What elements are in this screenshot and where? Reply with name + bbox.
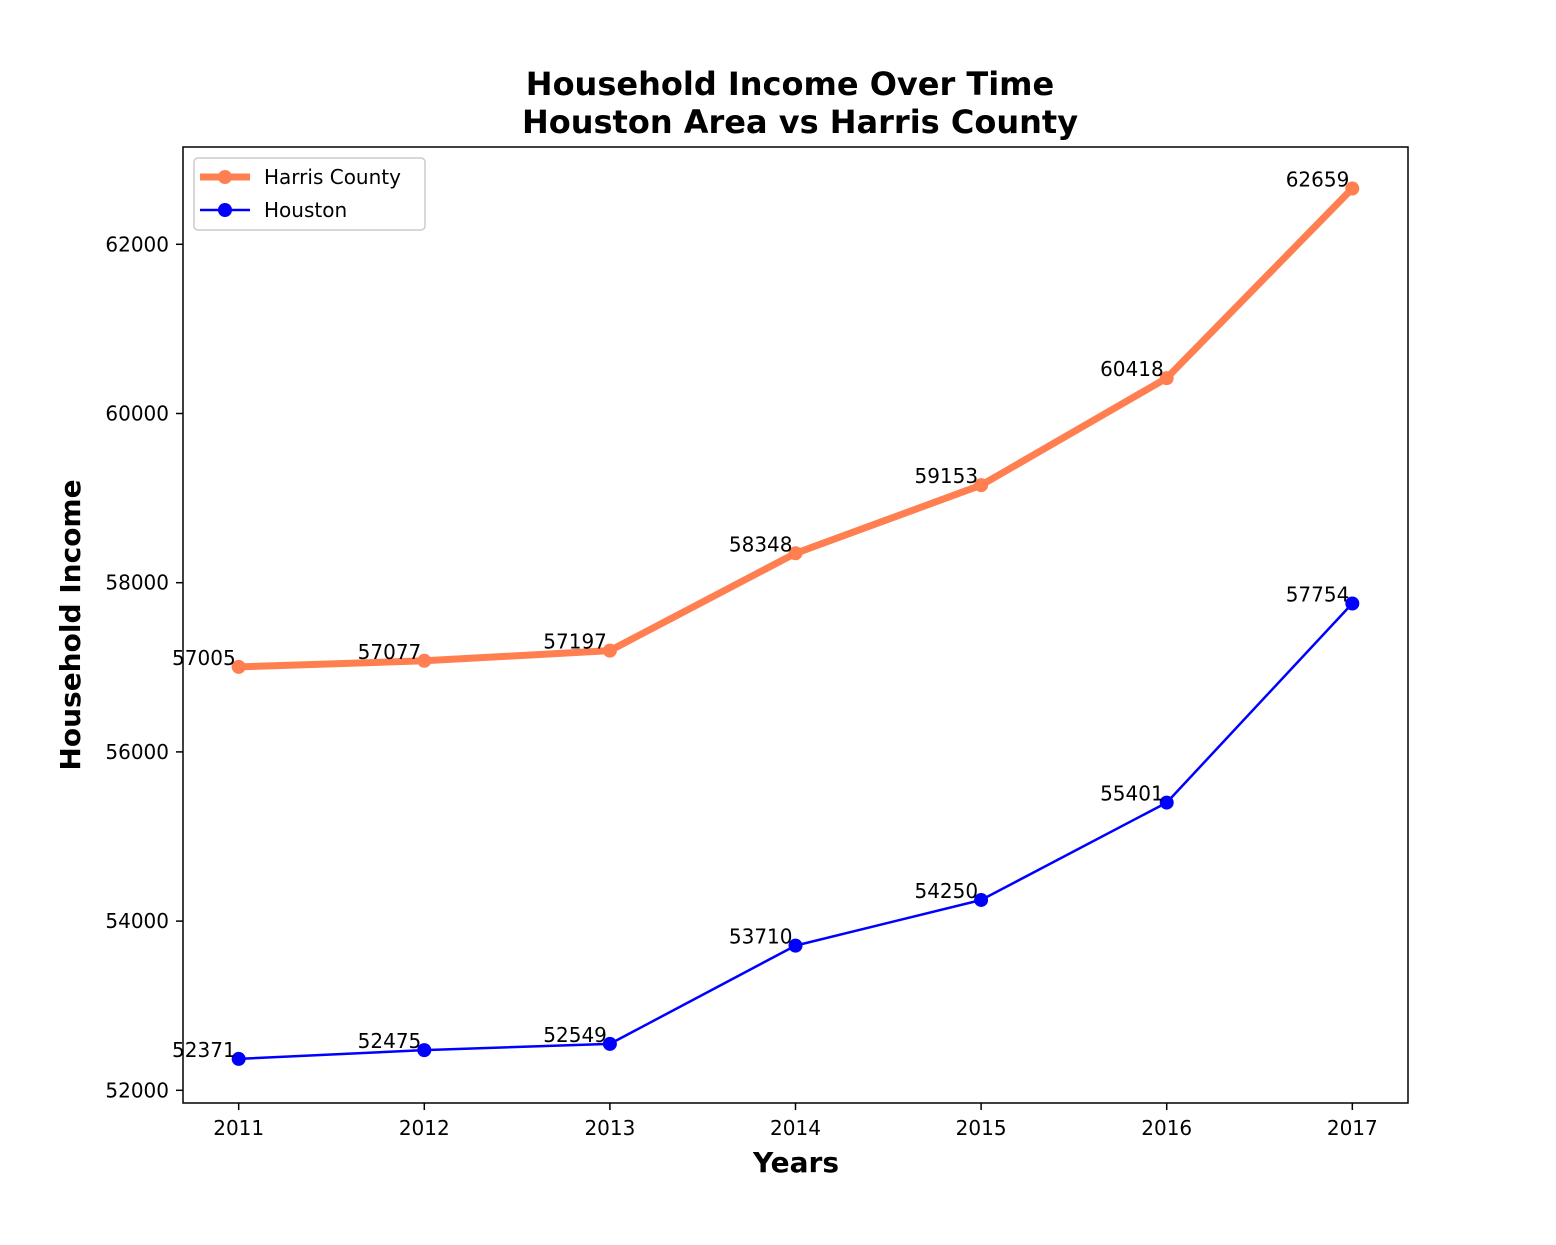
data-label-houston: 52371 [172, 1038, 236, 1062]
data-point-harris-county [974, 478, 989, 493]
data-point-houston [788, 938, 803, 953]
data-label-houston: 57754 [1286, 583, 1350, 607]
data-label-houston: 55401 [1100, 782, 1164, 806]
data-label-harris-county: 57077 [358, 640, 422, 664]
data-point-harris-county [602, 643, 617, 658]
y-tick-label: 52000 [105, 1078, 169, 1102]
data-label-harris-county: 58348 [729, 532, 793, 556]
y-axis-ticks: 52000 54000 56000 58000 60000 62000 [105, 232, 183, 1102]
data-point-harris-county [417, 653, 432, 668]
legend: Harris County Houston [193, 157, 426, 231]
data-label-harris-county: 57197 [543, 630, 607, 654]
data-label-houston: 53710 [729, 925, 793, 949]
data-point-harris-county [1345, 181, 1360, 196]
series-layer [231, 181, 1360, 1066]
y-tick-label: 56000 [105, 740, 169, 764]
data-label-harris-county: 60418 [1100, 357, 1164, 381]
data-point-houston [602, 1036, 617, 1051]
data-point-harris-county [231, 659, 246, 674]
data-label-harris-county: 57005 [172, 646, 236, 670]
plot-area-frame [182, 146, 1409, 1104]
series-line-houston [237, 602, 1354, 1061]
series-line-harris-county [235, 185, 1356, 671]
chart-title-line-1: Household Income Over Time [526, 65, 1054, 103]
x-axis-ticks: 2011 2012 2013 2014 2015 2016 2017 [213, 1103, 1378, 1140]
x-tick-label: 2015 [956, 1116, 1007, 1140]
y-axis-title: Household Income [54, 479, 87, 770]
x-tick-label: 2017 [1327, 1116, 1378, 1140]
x-tick-label: 2013 [584, 1116, 635, 1140]
x-tick-label: 2011 [213, 1116, 264, 1140]
x-tick-label: 2014 [770, 1116, 821, 1140]
data-label-houston: 52475 [358, 1029, 422, 1053]
legend-label-houston: Houston [264, 198, 347, 222]
y-tick-label: 60000 [105, 401, 169, 425]
data-point-harris-county [788, 546, 803, 561]
data-labels-layer: 57005 57077 57197 58348 59153 60418 62659 52371… [172, 168, 1349, 1062]
data-point-houston [1345, 596, 1360, 611]
legend-marker-harris-county [218, 170, 232, 184]
data-label-houston: 54250 [914, 879, 978, 903]
x-tick-label: 2012 [399, 1116, 450, 1140]
data-point-harris-county [1159, 371, 1174, 386]
x-tick-label: 2016 [1141, 1116, 1192, 1140]
x-axis-title: Years [752, 1146, 839, 1179]
data-label-harris-county: 59153 [914, 464, 978, 488]
data-label-houston: 52549 [543, 1023, 607, 1047]
data-label-harris-county: 62659 [1286, 168, 1350, 192]
legend-box [193, 157, 426, 231]
chart-title-line-2: Houston Area vs Harris County [522, 103, 1078, 141]
y-tick-label: 62000 [105, 232, 169, 256]
legend-marker-houston [218, 203, 232, 217]
legend-label-harris-county: Harris County [264, 165, 401, 189]
data-point-houston [417, 1043, 432, 1058]
y-tick-label: 58000 [105, 571, 169, 595]
data-point-houston [1159, 795, 1174, 810]
y-tick-label: 54000 [105, 909, 169, 933]
data-point-houston [974, 892, 989, 907]
data-point-houston [231, 1051, 246, 1066]
